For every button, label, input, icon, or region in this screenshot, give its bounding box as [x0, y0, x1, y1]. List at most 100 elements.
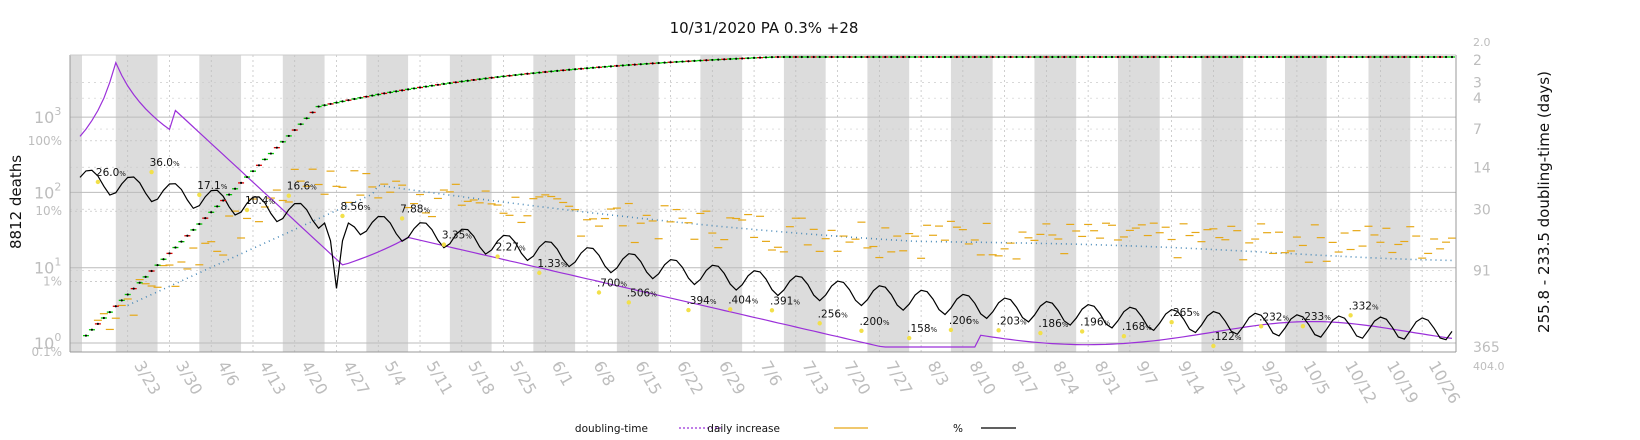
cumulative-point: [263, 158, 267, 161]
week-band: [1201, 55, 1244, 352]
cumulative-point: [1355, 55, 1358, 59]
percent-annotation: 8.56%: [340, 201, 370, 213]
cumulative-point: [514, 73, 517, 77]
percent-annotation: 2.27%: [496, 242, 526, 254]
x-tick-label: 6/1: [548, 358, 577, 390]
cumulative-point: [1313, 55, 1316, 59]
cumulative-point: [538, 71, 541, 74]
cumulative-point: [418, 86, 422, 89]
x-tick-label: 5/25: [506, 358, 540, 399]
x-tick-label: 8/3: [924, 358, 953, 390]
annotation-dot: [1121, 333, 1127, 339]
cumulative-point: [269, 152, 272, 155]
annotation-dot: [859, 328, 864, 334]
moving-average-line: [127, 184, 1453, 307]
cumulative-point: [168, 252, 171, 255]
cumulative-point: [353, 97, 356, 101]
cumulative-point: [1331, 55, 1334, 59]
cumulative-point: [651, 62, 654, 65]
annotation-dot: [626, 300, 631, 305]
cumulative-point: [359, 96, 362, 99]
cumulative-point: [233, 187, 237, 190]
cumulative-point: [1421, 55, 1424, 59]
cumulative-point: [186, 234, 189, 237]
annotation-dot: [537, 270, 542, 276]
cumulative-point: [979, 55, 982, 59]
cumulative-point: [1194, 55, 1197, 59]
cumulative-point: [1427, 55, 1430, 59]
annotation-dot: [1348, 313, 1353, 318]
cumulative-point: [931, 55, 935, 59]
cumulative-point: [585, 67, 589, 70]
right-tick-label: 91: [1473, 263, 1491, 279]
cumulative-point: [448, 82, 451, 85]
cumulative-point: [1295, 55, 1299, 59]
cumulative-point: [973, 55, 976, 59]
cumulative-point: [317, 105, 320, 108]
cumulative-point: [192, 228, 195, 231]
x-tick-label: 8/31: [1091, 358, 1125, 399]
week-band: [1034, 55, 1077, 352]
cumulative-point: [842, 55, 845, 59]
percent-annotation: 7.88%: [400, 203, 430, 215]
cumulative-point: [406, 88, 410, 91]
annotation-dot: [728, 307, 733, 312]
percent-annotation: 26.0%: [96, 167, 126, 179]
cumulative-point: [472, 78, 475, 82]
cumulative-point: [210, 211, 213, 214]
cumulative-point: [967, 55, 970, 59]
annotation-dot: [244, 207, 250, 213]
cumulative-point: [1397, 55, 1400, 59]
cumulative-point: [341, 100, 344, 103]
x-tick-label: 9/7: [1132, 358, 1161, 390]
x-tick-label: 7/13: [798, 358, 832, 399]
cumulative-point: [609, 65, 613, 68]
cumulative-point: [812, 55, 815, 59]
percent-annotation: .256%: [818, 308, 848, 320]
x-tick-label: 10/12: [1341, 358, 1381, 407]
cumulative-point: [120, 299, 123, 302]
cumulative-point: [1164, 55, 1167, 59]
cumulative-point: [96, 322, 99, 325]
cumulative-point: [1415, 55, 1418, 59]
cumulative-point: [1212, 55, 1215, 59]
cumulative-point: [1176, 55, 1179, 59]
left-axis-label: 8812 deaths: [7, 155, 25, 249]
cumulative-point: [669, 61, 672, 64]
cumulative-point: [1087, 55, 1090, 59]
annotation-dot: [996, 328, 1001, 333]
percent-annotation: .168%: [1122, 321, 1152, 333]
cumulative-point: [860, 55, 863, 59]
grid-lines: [70, 55, 1456, 353]
doubling-time-series: [79, 61, 1453, 348]
x-tick-label: 8/17: [1007, 358, 1041, 399]
cumulative-point: [275, 146, 278, 149]
cumulative-point: [1069, 55, 1072, 59]
annotation-dot: [596, 290, 602, 295]
x-tick-label: 6/8: [590, 358, 619, 390]
percent-line: [79, 169, 1453, 341]
cumulative-point: [251, 170, 255, 173]
cumulative-point: [1438, 55, 1442, 59]
x-tick-label: 3/23: [130, 358, 164, 399]
cumulative-point: [1307, 55, 1310, 59]
cumulative-point: [1009, 55, 1012, 59]
cumulative-point: [1230, 55, 1233, 59]
cumulative-point: [854, 55, 857, 59]
cumulative-point: [985, 55, 988, 59]
cumulative-point: [1325, 55, 1328, 59]
x-tick-label: 5/18: [464, 358, 498, 399]
cumulative-point: [1200, 55, 1203, 59]
percent-annotation: .332%: [1349, 300, 1379, 312]
week-band: [783, 55, 826, 352]
x-tick-label: 8/10: [965, 358, 999, 399]
cumulative-point: [1444, 55, 1448, 59]
annotation-dot: [906, 335, 912, 341]
cumulative-point: [490, 76, 493, 79]
cumulative-point: [1224, 55, 1227, 59]
cumulative-point: [866, 55, 869, 59]
annotation-dot: [1258, 324, 1264, 329]
cumulative-point: [1092, 55, 1096, 59]
annotation-dot: [1038, 330, 1043, 336]
week-band: [70, 55, 82, 352]
